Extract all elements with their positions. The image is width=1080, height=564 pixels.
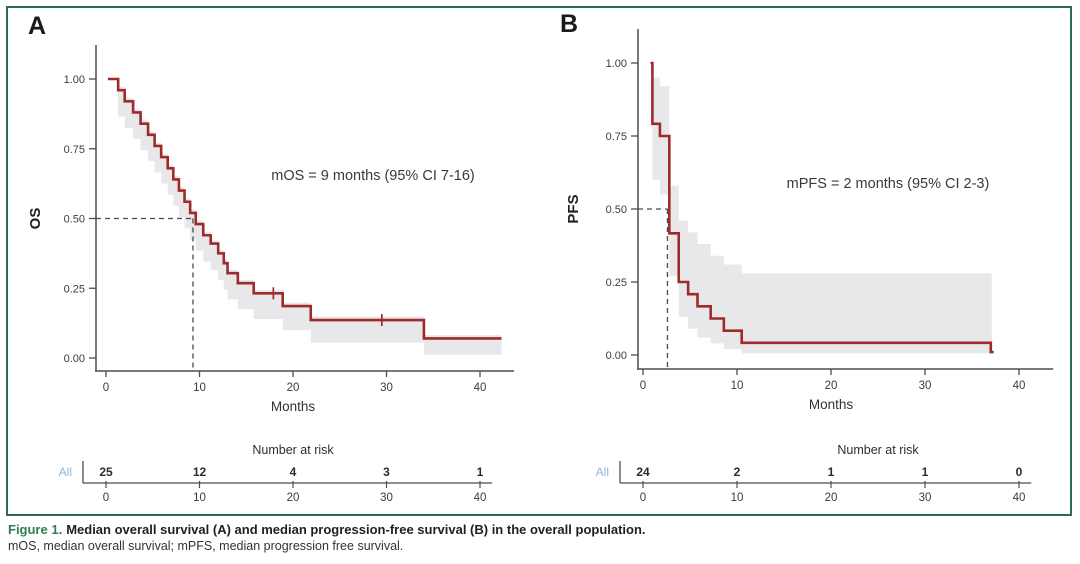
y-tick-label: 1.00 (606, 58, 627, 70)
number-at-risk-title: Number at risk (252, 443, 334, 457)
figure-number-label: Figure 1. (8, 522, 63, 537)
median-annotation: mPFS = 2 months (95% CI 2-3) (787, 176, 990, 192)
figure-caption-title: Figure 1. Median overall survival (A) and… (8, 522, 1070, 537)
y-tick-label: 0.00 (606, 350, 627, 362)
risk-count: 2 (734, 465, 741, 479)
x-tick-label: 20 (287, 382, 300, 394)
x-tick-label: 30 (919, 380, 932, 392)
risk-axis-label: 20 (287, 492, 300, 504)
risk-axis-label: 30 (919, 492, 932, 504)
y-tick-label: 1.00 (64, 74, 85, 86)
risk-count: 3 (383, 465, 390, 479)
y-tick-label: 0.75 (64, 144, 85, 156)
confidence-band (650, 63, 992, 354)
panel-a-label: A (28, 12, 47, 40)
y-tick-label: 0.50 (606, 204, 627, 216)
y-tick-label: 0.50 (64, 214, 85, 226)
survival-curve (650, 61, 994, 354)
x-axis-title: Months (809, 397, 854, 412)
risk-count: 25 (99, 465, 113, 479)
os-kaplan-meier-chart: 1.000.750.500.250.000 10 20 30 40MonthsOSmOS… (27, 45, 515, 504)
median-annotation: mOS = 9 months (95% CI 7-16) (271, 168, 474, 184)
y-axis-title: PFS (565, 194, 582, 223)
risk-count: 1 (477, 465, 484, 479)
pfs-kaplan-meier-chart: 1.000.750.500.250.000 10 20 30 40MonthsPFSmP… (565, 29, 1054, 504)
risk-axis-label: 30 (380, 492, 393, 504)
risk-axis-label: 40 (1013, 492, 1026, 504)
y-tick-label: 0.25 (606, 277, 627, 289)
risk-axis-label: 10 (731, 492, 744, 504)
figure-caption: Figure 1. Median overall survival (A) and… (8, 522, 1070, 554)
x-tick-label: 40 (474, 382, 487, 394)
x-tick-label: 40 (1013, 380, 1026, 392)
x-tick-label: 20 (825, 380, 838, 392)
risk-count: 1 (922, 465, 929, 479)
risk-axis-label: 0 (640, 492, 646, 504)
panel-b-label: B (560, 10, 579, 38)
y-axis-title: OS (27, 208, 44, 230)
confidence-band (107, 79, 502, 355)
risk-axis-label: 0 (103, 492, 109, 504)
y-tick-label: 0.75 (606, 131, 627, 143)
x-tick-label: 30 (380, 382, 393, 394)
x-axis-title: Months (271, 399, 316, 414)
x-tick-label: 10 (193, 382, 206, 394)
risk-count: 0 (1016, 465, 1023, 479)
risk-count: 12 (193, 465, 207, 479)
figure-caption-abbreviations: mOS, median overall survival; mPFS, medi… (8, 539, 404, 554)
figure-green-border (6, 6, 1072, 516)
x-tick-label: 0 (640, 380, 646, 392)
risk-group-label: All (59, 465, 72, 479)
survival-curve (107, 77, 502, 340)
risk-count: 1 (828, 465, 835, 479)
risk-group-label: All (596, 465, 609, 479)
figure-caption-title-text: Median overall survival (A) and median p… (66, 522, 646, 537)
risk-axis-label: 20 (825, 492, 838, 504)
y-tick-label: 0.00 (64, 353, 85, 365)
risk-axis-label: 40 (474, 492, 487, 504)
y-tick-label: 0.25 (64, 283, 85, 295)
risk-axis-label: 10 (193, 492, 206, 504)
x-tick-label: 0 (103, 382, 109, 394)
risk-count: 24 (636, 465, 650, 479)
number-at-risk-title: Number at risk (837, 443, 919, 457)
x-tick-label: 10 (731, 380, 744, 392)
risk-count: 4 (290, 465, 297, 479)
